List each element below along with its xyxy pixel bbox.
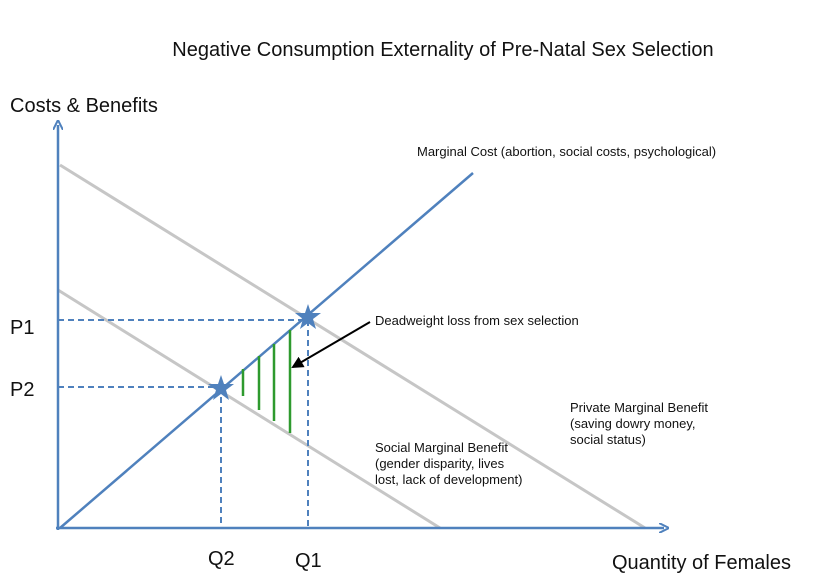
private-mb-label: social status)	[570, 432, 646, 447]
x-axis-label: Quantity of Females	[612, 552, 791, 574]
star-p2	[208, 375, 234, 400]
guides	[58, 319, 309, 528]
price-label: P2	[10, 379, 34, 401]
social-mb-curve	[57, 288, 441, 530]
social-mb-label: Social Marginal Benefit	[375, 440, 508, 455]
mc-label: Marginal Cost (abortion, social costs, p…	[417, 144, 716, 159]
quantity-label: Q2	[208, 548, 235, 570]
private-mb-label: Private Marginal Benefit	[570, 400, 708, 415]
annotation: Deadweight loss from sex selection	[375, 313, 579, 328]
social-mb-label: lost, lack of development)	[375, 472, 522, 487]
mc-curve	[59, 172, 474, 529]
star-p1	[295, 304, 321, 329]
quantity-label: Q1	[295, 550, 322, 572]
title: Negative Consumption Externality of Pre-…	[172, 39, 713, 61]
private-mb-curve	[59, 163, 646, 530]
annotation-arrow	[291, 321, 371, 369]
private-mb-label: (saving dowry money,	[570, 416, 695, 431]
y-axis-label: Costs & Benefits	[10, 95, 158, 117]
price-label: P1	[10, 317, 34, 339]
social-mb-label: (gender disparity, lives	[375, 456, 505, 471]
deadweight-hatch	[241, 330, 292, 433]
